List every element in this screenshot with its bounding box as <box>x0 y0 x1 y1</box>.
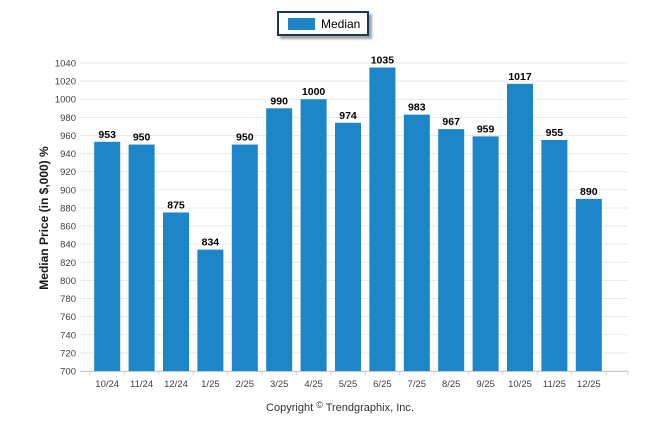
bar[interactable] <box>369 67 396 371</box>
y-tick-label: 820 <box>60 258 76 269</box>
bar-value-label: 959 <box>477 123 495 135</box>
bar[interactable] <box>94 141 121 371</box>
y-tick-label: 1020 <box>55 77 76 88</box>
bar[interactable] <box>266 108 293 371</box>
legend-label: Median <box>321 16 361 31</box>
copyright-text: Copyright © Trendgraphix, Inc. <box>40 400 640 414</box>
bar[interactable] <box>163 212 189 371</box>
y-tick-label: 800 <box>60 276 76 287</box>
y-tick-label: 980 <box>60 113 76 124</box>
bar-value-label: 950 <box>133 132 151 144</box>
x-tick-label: 7/25 <box>408 379 427 390</box>
copyright-prefix: Copyright <box>266 402 314 414</box>
bar-value-label: 983 <box>408 102 426 114</box>
x-tick-label: 1/25 <box>201 379 220 390</box>
bar-value-label: 1000 <box>302 86 326 98</box>
bar[interactable] <box>403 114 430 372</box>
bar-value-label: 967 <box>442 116 460 128</box>
y-tick-label: 900 <box>60 185 76 196</box>
y-tick-label: 1000 <box>55 95 76 106</box>
bar[interactable] <box>197 249 224 371</box>
x-tick-label: 12/25 <box>577 379 601 390</box>
legend[interactable]: Median <box>277 11 369 36</box>
y-tick-label: 940 <box>60 149 76 160</box>
bar-value-label: 890 <box>580 186 598 198</box>
x-tick-label: 2/25 <box>236 379 255 390</box>
legend-swatch-icon <box>288 17 315 30</box>
x-tick-label: 11/25 <box>543 379 566 390</box>
x-tick-label: 9/25 <box>476 379 495 390</box>
x-tick-label: 8/25 <box>442 379 461 390</box>
x-tick-label: 6/25 <box>373 379 392 390</box>
y-tick-label: 720 <box>60 348 76 359</box>
y-tick-label: 740 <box>60 330 76 341</box>
bar-value-label: 990 <box>270 95 288 107</box>
y-tick-label: 880 <box>60 203 76 214</box>
bar-value-label: 974 <box>339 110 357 122</box>
copyright-symbol: © <box>316 400 323 410</box>
bar-value-label: 834 <box>202 237 220 249</box>
x-tick-label: 11/24 <box>130 379 153 390</box>
bar[interactable] <box>438 129 465 371</box>
bar[interactable] <box>335 122 361 371</box>
y-tick-label: 840 <box>60 240 76 251</box>
x-tick-label: 5/25 <box>339 379 358 390</box>
bar-value-label: 1017 <box>508 71 532 83</box>
x-tick-label: 12/24 <box>164 379 188 390</box>
bar-value-label: 1035 <box>371 55 395 67</box>
x-tick-label: 10/24 <box>95 379 119 390</box>
y-tick-label: 920 <box>60 167 76 178</box>
x-tick-label: 3/25 <box>270 379 289 390</box>
bar[interactable] <box>472 136 499 371</box>
bar-value-label: 875 <box>167 199 185 211</box>
bar-value-label: 950 <box>236 132 254 144</box>
copyright-suffix: Trendgraphix, Inc. <box>325 402 414 414</box>
bar[interactable] <box>300 99 327 371</box>
x-tick-label: 4/25 <box>304 379 323 390</box>
x-tick-label: 10/25 <box>508 379 532 390</box>
y-tick-label: 700 <box>60 367 76 378</box>
y-tick-label: 760 <box>60 312 76 323</box>
bar[interactable] <box>507 83 533 371</box>
y-tick-label: 860 <box>60 222 76 233</box>
bar[interactable] <box>231 144 258 371</box>
bar[interactable] <box>541 140 568 371</box>
y-tick-label: 1040 <box>55 59 76 70</box>
bar[interactable] <box>128 144 155 371</box>
bar-value-label: 955 <box>546 127 564 139</box>
y-tick-label: 780 <box>60 294 76 305</box>
y-tick-label: 960 <box>60 131 76 142</box>
bar-value-label: 953 <box>98 129 116 141</box>
bar[interactable] <box>575 198 602 371</box>
